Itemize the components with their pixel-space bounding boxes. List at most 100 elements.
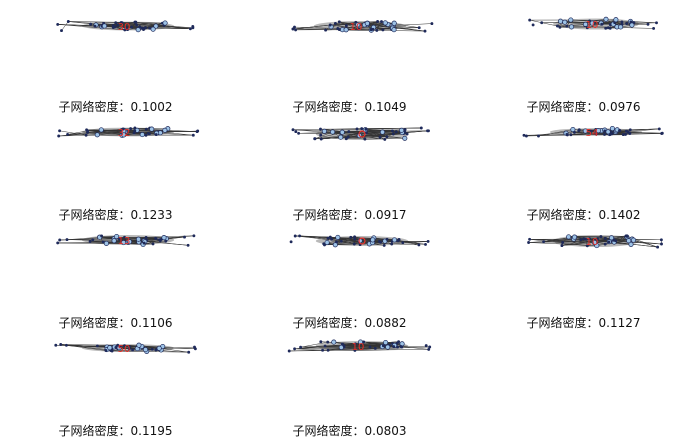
- network-node: [374, 347, 376, 349]
- network-node: [187, 244, 189, 246]
- network-node: [426, 130, 428, 132]
- network-node: [67, 133, 69, 135]
- network-node: [350, 236, 352, 238]
- network-node: [162, 235, 166, 239]
- network-node: [614, 18, 618, 22]
- density-caption-label: 子网络密度：: [526, 100, 598, 114]
- network-node: [532, 24, 534, 26]
- network-node: [295, 29, 297, 31]
- density-caption-label: 子网络密度：: [292, 100, 364, 114]
- network-node: [380, 241, 382, 243]
- network-node: [60, 343, 62, 345]
- network-node: [59, 239, 61, 241]
- network-graph: 10: [467, 10, 700, 90]
- network-node: [627, 239, 631, 243]
- density-caption-label: 子网络密度：: [58, 424, 130, 438]
- network-node: [347, 136, 349, 138]
- network-node: [300, 346, 302, 348]
- network-node: [334, 22, 336, 24]
- network-node: [158, 239, 160, 241]
- network-node: [102, 24, 106, 28]
- network-node: [327, 349, 329, 351]
- network-node: [112, 239, 116, 243]
- center-node-label: 50: [118, 344, 131, 355]
- network-node: [102, 241, 104, 243]
- network-node: [57, 23, 59, 25]
- network-node: [611, 133, 613, 135]
- network-node: [152, 243, 154, 245]
- network-node: [629, 129, 631, 131]
- network-node: [137, 343, 141, 347]
- network-node: [292, 129, 294, 131]
- network-node: [404, 129, 406, 131]
- density-caption: 子网络密度：0.0917: [233, 206, 466, 223]
- network-node: [603, 133, 605, 135]
- network-node: [386, 136, 388, 138]
- network-node: [529, 19, 531, 21]
- network-node: [85, 134, 87, 136]
- network-node: [604, 243, 606, 245]
- network-node: [570, 134, 572, 136]
- network-node: [288, 350, 290, 352]
- network-node: [393, 346, 395, 348]
- network-node: [192, 25, 194, 27]
- network-node: [608, 241, 610, 243]
- network-node: [192, 134, 194, 136]
- network-graph: [233, 118, 466, 198]
- network-node: [402, 242, 404, 244]
- network-node: [392, 133, 394, 135]
- network-node: [193, 346, 195, 348]
- density-caption: 子网络密度：0.1195: [0, 422, 232, 439]
- center-node-label: 10: [586, 20, 599, 31]
- network-node: [372, 28, 374, 30]
- density-value: 0.1402: [599, 208, 641, 222]
- network-node: [525, 135, 527, 137]
- network-node: [327, 237, 329, 239]
- network-graph: 13: [0, 226, 232, 306]
- subnetwork-panel: 10 子网络密度：0.0976: [467, 10, 700, 118]
- network-node: [569, 18, 573, 22]
- density-value: 0.1127: [599, 316, 641, 330]
- network-node: [94, 25, 96, 27]
- network-node: [60, 30, 62, 32]
- network-node: [604, 17, 608, 21]
- density-caption-label: 子网络密度：: [292, 316, 364, 330]
- network-node: [572, 235, 576, 239]
- center-node-label: 10: [352, 342, 365, 353]
- network-node: [320, 341, 322, 343]
- network-node: [329, 24, 331, 26]
- network-node: [386, 345, 390, 349]
- network-graph: 10: [233, 10, 466, 90]
- network-node: [559, 26, 561, 28]
- network-node: [135, 21, 137, 23]
- network-node: [655, 22, 657, 24]
- network-node: [382, 345, 384, 347]
- network-node: [67, 20, 69, 22]
- network-node: [345, 25, 347, 27]
- network-node: [189, 28, 191, 30]
- network-node: [320, 138, 322, 140]
- density-caption: 子网络密度：0.1106: [0, 314, 232, 331]
- network-node: [379, 136, 381, 138]
- density-caption-label: 子网络密度：: [292, 424, 364, 438]
- network-node: [420, 127, 422, 129]
- network-node: [183, 236, 185, 238]
- network-node: [619, 129, 621, 131]
- network-node: [383, 340, 387, 344]
- network-node: [365, 21, 369, 25]
- density-value: 0.1106: [131, 316, 173, 330]
- network-node: [369, 346, 371, 348]
- density-value: 0.0976: [599, 100, 641, 114]
- network-node: [86, 131, 88, 133]
- network-node: [657, 246, 659, 248]
- network-node: [95, 133, 99, 137]
- network-node: [621, 21, 623, 23]
- network-node: [661, 132, 663, 134]
- network-node: [165, 240, 167, 242]
- density-caption-label: 子网络密度：: [292, 208, 364, 222]
- network-node: [89, 240, 91, 242]
- network-node: [403, 136, 407, 140]
